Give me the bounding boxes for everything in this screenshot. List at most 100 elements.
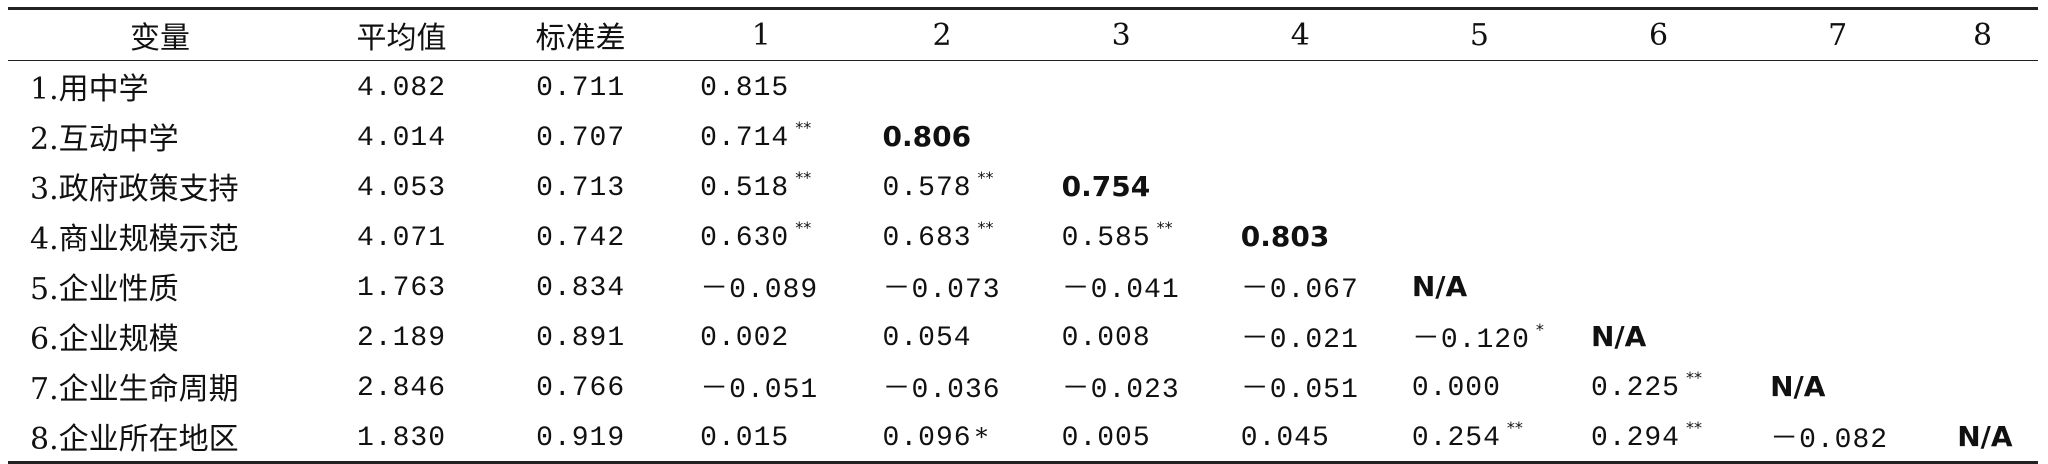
mean-text: 4.053	[357, 173, 447, 204]
diagonal-value: 0.803	[1240, 219, 1330, 253]
variable-name: 1.用中学	[30, 72, 149, 107]
correlation-value: 0.585	[1061, 223, 1151, 254]
header-mean: 平均值	[356, 21, 447, 56]
diagonal-value: 0.754	[1061, 169, 1151, 203]
correlation-cell: 0.045	[1211, 411, 1390, 463]
correlation-cell: 0.002	[670, 311, 852, 361]
correlation-value: 0.000	[1411, 373, 1501, 404]
correlation-value: －0.021	[1240, 325, 1359, 356]
correlation-value: －0.089	[700, 275, 819, 306]
mean-value: 4.082	[312, 61, 491, 112]
significance-mark: **	[1506, 418, 1523, 437]
correlation-cell	[1032, 111, 1211, 161]
sd-text: 0.742	[536, 223, 626, 254]
correlation-cell: 0.803	[1211, 211, 1390, 261]
significance-mark: **	[977, 218, 994, 237]
mean-text: 2.846	[357, 373, 447, 404]
header-sd: 标准差	[535, 21, 626, 56]
sd-value: 0.919	[491, 411, 670, 463]
header-col-1: 1	[751, 17, 771, 53]
correlation-cell	[1032, 61, 1211, 112]
mean-value: 2.189	[312, 311, 491, 361]
header-variable: 变量	[129, 21, 190, 56]
correlation-value: －0.051	[1240, 375, 1359, 406]
diagonal-value: N/A	[1590, 319, 1647, 353]
sd-text: 0.707	[536, 123, 626, 154]
correlation-cell	[1569, 161, 1748, 211]
correlation-cell	[1569, 61, 1748, 112]
table-row: 8.企业所在地区 1.830 0.919 0.015 0.096 * 0.005 0.045 0…	[8, 411, 2038, 463]
table-header: 变量 平均值 标准差 1 2 3 4 5 6 7 8	[8, 8, 2038, 61]
variable-name: 4.商业规模示范	[30, 222, 239, 257]
correlation-cell: 0.630 **	[670, 211, 852, 261]
mean-text: 1.830	[357, 423, 447, 454]
correlation-value: 0.002	[700, 323, 790, 354]
correlation-cell: 0.294 **	[1569, 411, 1748, 463]
correlation-cell: 0.254 **	[1390, 411, 1569, 463]
header-col-6: 6	[1648, 17, 1669, 53]
correlation-value: －0.051	[700, 375, 819, 406]
sd-value: 0.707	[491, 111, 670, 161]
correlation-cell: 0.683 **	[853, 211, 1032, 261]
correlation-cell: －0.051	[1211, 361, 1390, 411]
correlation-cell: N/A	[1927, 411, 2038, 463]
correlation-cell	[1569, 211, 1748, 261]
correlation-value: 0.015	[700, 423, 790, 454]
mean-text: 4.014	[357, 123, 447, 154]
correlation-cell	[1927, 311, 2038, 361]
table-row: 1.用中学 4.082 0.711 0.815	[8, 61, 2038, 112]
sd-text: 0.713	[536, 173, 626, 204]
correlation-cell	[1569, 261, 1748, 311]
header-col-2: 2	[932, 17, 952, 53]
sd-value: 0.742	[491, 211, 670, 261]
table-row: 5.企业性质 1.763 0.834 －0.089 －0.073 －0.041 －0.067…	[8, 261, 2038, 311]
correlation-cell	[1211, 161, 1390, 211]
correlation-cell	[1390, 111, 1569, 161]
correlation-cell: －0.082	[1748, 411, 1927, 463]
correlation-value: －0.082	[1770, 425, 1889, 456]
correlation-value: 0.683	[882, 223, 972, 254]
correlation-table: 变量 平均值 标准差 1 2 3 4 5 6 7 8 1.用中学 4.082 0.7…	[8, 7, 2038, 464]
correlation-value: 0.254	[1411, 423, 1501, 454]
variable-name: 8.企业所在地区	[30, 422, 239, 457]
correlation-value: －0.023	[1061, 375, 1180, 406]
correlation-cell: N/A	[1569, 311, 1748, 361]
mean-value: 4.071	[312, 211, 491, 261]
correlation-value: －0.041	[1061, 275, 1180, 306]
significance-mark: **	[1156, 218, 1173, 237]
correlation-value: －0.067	[1240, 275, 1359, 306]
correlation-cell: 0.815	[670, 61, 852, 112]
correlation-cell	[1927, 161, 2038, 211]
correlation-cell: －0.021	[1211, 311, 1390, 361]
diagonal-value: N/A	[1770, 369, 1826, 403]
correlation-cell: －0.120 *	[1390, 311, 1569, 361]
correlation-cell: 0.054	[853, 311, 1032, 361]
header-col-8: 8	[1973, 17, 1993, 53]
diagonal-value: N/A	[1957, 419, 2013, 453]
correlation-cell: －0.036	[853, 361, 1032, 411]
correlation-cell	[1211, 61, 1390, 112]
diagonal-value: N/A	[1411, 269, 1468, 303]
correlation-value: 0.294	[1590, 423, 1680, 454]
sd-text: 0.891	[536, 323, 626, 354]
correlation-value: 0.008	[1061, 323, 1151, 354]
mean-text: 1.763	[357, 273, 447, 304]
correlation-cell	[1569, 111, 1748, 161]
significance-mark: **	[977, 168, 994, 187]
mean-value: 2.846	[312, 361, 491, 411]
correlation-value: 0.518	[700, 173, 790, 204]
correlation-cell	[1748, 311, 1927, 361]
correlation-cell: 0.000	[1390, 361, 1569, 411]
sd-text: 0.834	[536, 273, 626, 304]
correlation-cell	[1211, 111, 1390, 161]
correlation-cell: 0.015	[670, 411, 852, 463]
sd-value: 0.713	[491, 161, 670, 211]
header-col-3: 3	[1111, 17, 1131, 53]
correlation-value: －0.120	[1411, 325, 1530, 356]
correlation-cell	[1927, 361, 2038, 411]
correlation-value: 0.005	[1061, 423, 1151, 454]
correlation-cell	[1390, 211, 1569, 261]
correlation-cell	[1927, 111, 2038, 161]
sd-text: 0.919	[536, 423, 626, 454]
mean-text: 2.189	[357, 323, 447, 354]
